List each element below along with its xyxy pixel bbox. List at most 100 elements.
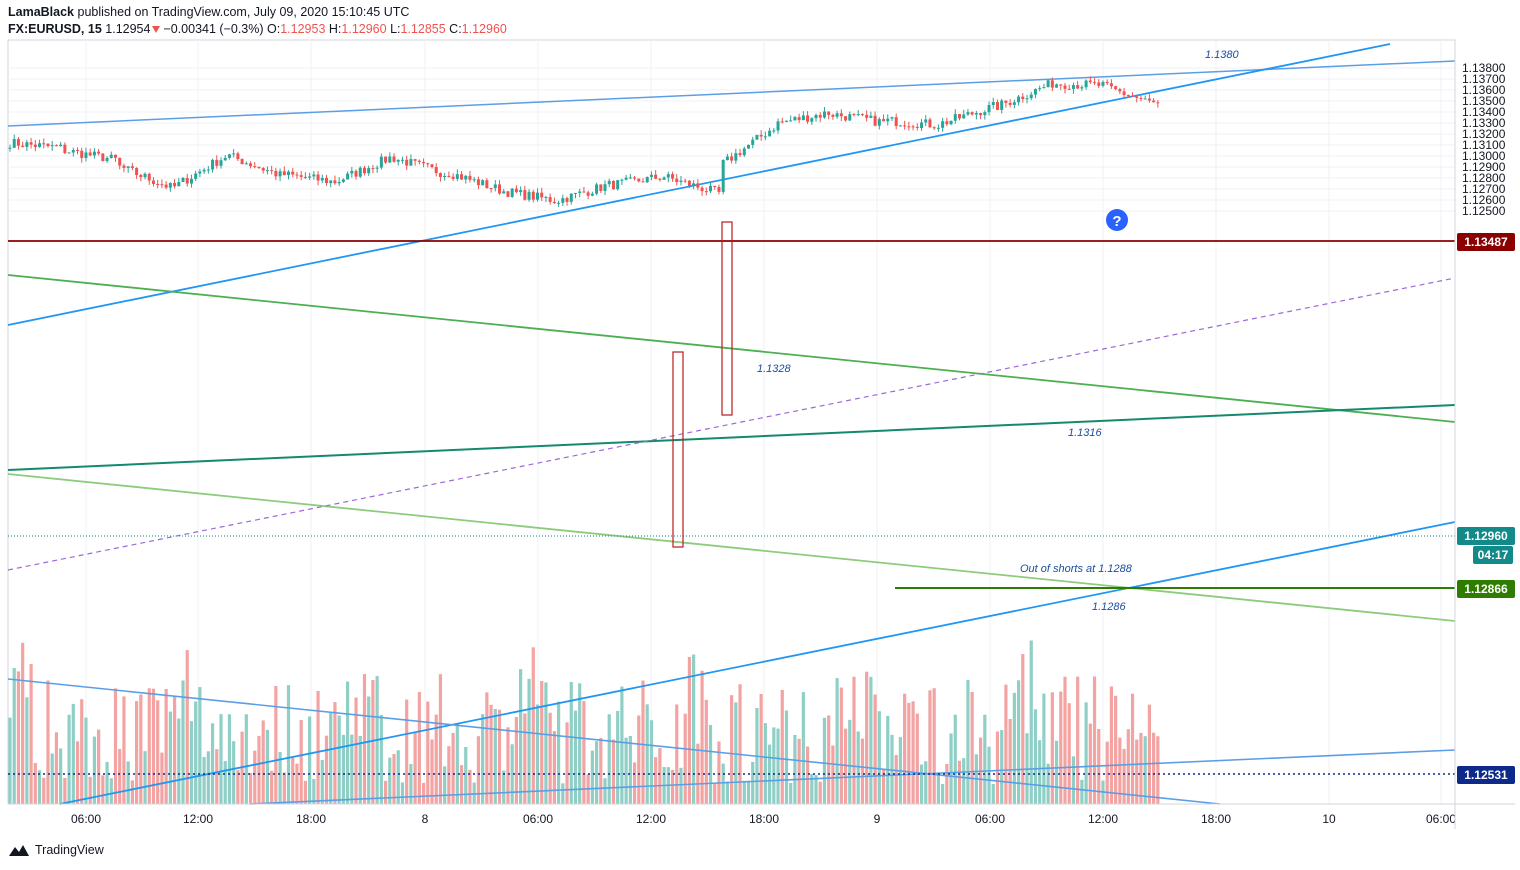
candle-body <box>696 183 700 188</box>
candle-body <box>460 174 464 180</box>
candle-body <box>164 184 168 188</box>
price-label: 04:17 <box>1478 548 1509 562</box>
annotations[interactable]: 1.1380 1.1328 1.1316 Out of shorts at 1.128… <box>672 49 1240 613</box>
candle-body <box>974 112 978 115</box>
price-label-bg <box>1457 233 1515 251</box>
candle-body <box>447 175 451 177</box>
candle-body <box>139 175 143 178</box>
candle-body <box>21 145 25 147</box>
candle-body <box>198 171 202 174</box>
candle-body <box>346 173 350 180</box>
volume-bar <box>573 710 578 804</box>
price-label: 1.12866 <box>1464 582 1508 596</box>
volume-bar <box>704 699 708 804</box>
candle-body <box>882 119 886 122</box>
volume-bar <box>1084 702 1088 804</box>
candle-body <box>350 170 354 174</box>
volume-bar <box>181 680 185 804</box>
volume-bar <box>763 723 767 804</box>
volume-bar <box>29 664 33 804</box>
candle-body <box>569 193 573 202</box>
volume-bar <box>80 699 84 804</box>
volume-bar <box>611 739 616 804</box>
volume-bar <box>514 717 518 804</box>
volume-bar <box>1059 691 1063 804</box>
candle-body <box>949 120 953 125</box>
candle-body <box>987 105 991 113</box>
candle-body <box>730 156 734 161</box>
volume-bar <box>59 748 63 804</box>
volume-bar <box>1076 676 1080 804</box>
candle-body <box>1105 81 1109 84</box>
volume-bar <box>1156 736 1160 804</box>
footer-brand[interactable]: TradingView <box>35 843 104 857</box>
volume-bar <box>1046 763 1050 804</box>
volume-bar <box>1130 693 1135 804</box>
volume-bar <box>485 692 489 804</box>
volume-bar <box>983 714 987 804</box>
volume-bar <box>805 746 810 804</box>
candle-body <box>755 134 759 140</box>
candle-body <box>80 150 84 158</box>
footer: TradingView <box>8 842 104 858</box>
volume-bar <box>1105 741 1109 804</box>
candle-body <box>405 159 409 166</box>
volume-bar <box>860 738 865 804</box>
volume-bar <box>177 718 181 804</box>
price-label-bg <box>1473 546 1513 564</box>
volume-bar <box>616 710 620 804</box>
volume-bar <box>341 734 345 804</box>
candle-body <box>92 151 96 156</box>
candle-body <box>759 134 763 137</box>
candle-body <box>413 159 417 161</box>
volume-bar <box>535 704 540 804</box>
candle-body <box>253 166 257 168</box>
candle-body <box>1097 82 1101 86</box>
volume-bar <box>654 757 658 804</box>
y-tick-label: 1.12800 <box>1462 171 1506 185</box>
candle-body <box>801 115 805 121</box>
candle-body <box>768 130 772 137</box>
x-tick-label: 06:00 <box>523 812 553 826</box>
y-tick-label: 1.13000 <box>1462 149 1506 163</box>
volume-bar <box>1147 704 1151 804</box>
volume-bar <box>274 685 278 804</box>
candle-body <box>1076 85 1080 89</box>
volume-bar <box>223 761 227 804</box>
candle-body <box>498 184 502 194</box>
candle-body <box>101 153 105 162</box>
volume-bar <box>527 678 531 804</box>
annotation-label: Out of shorts at 1.1288 <box>1020 563 1133 575</box>
x-tick-label: 06:00 <box>71 812 101 826</box>
volume-bar <box>692 654 696 804</box>
candle-body <box>1147 98 1151 101</box>
volume-bar <box>780 689 784 804</box>
tradingview-logo-icon[interactable] <box>8 842 30 858</box>
volume-bar <box>856 731 860 804</box>
candlesticks <box>8 76 1160 207</box>
volume-bar <box>873 694 877 804</box>
high-label: H: <box>328 22 342 36</box>
trendlines[interactable] <box>7 43 1456 805</box>
symbol-name[interactable]: FX:EURUSD, 15 <box>8 22 102 36</box>
candle-body <box>856 114 860 116</box>
volume-bar <box>426 701 430 804</box>
candle-body <box>88 152 92 156</box>
candle-body <box>717 187 721 192</box>
volume-bar <box>924 761 928 804</box>
publisher-name[interactable]: LamaBlack <box>8 5 75 19</box>
volume-bar <box>489 704 493 804</box>
volume-bar <box>725 781 729 804</box>
volume-bar <box>54 732 59 804</box>
candle-body <box>620 179 624 181</box>
volume-bar <box>497 709 502 804</box>
volume-bar <box>248 773 253 804</box>
volume-bar <box>1135 739 1139 804</box>
candle-body <box>936 127 940 129</box>
candle-body <box>1042 87 1046 89</box>
volume-bar <box>316 690 320 804</box>
candle-body <box>333 180 337 184</box>
candle-body <box>1126 95 1130 97</box>
candle-body <box>308 176 312 178</box>
